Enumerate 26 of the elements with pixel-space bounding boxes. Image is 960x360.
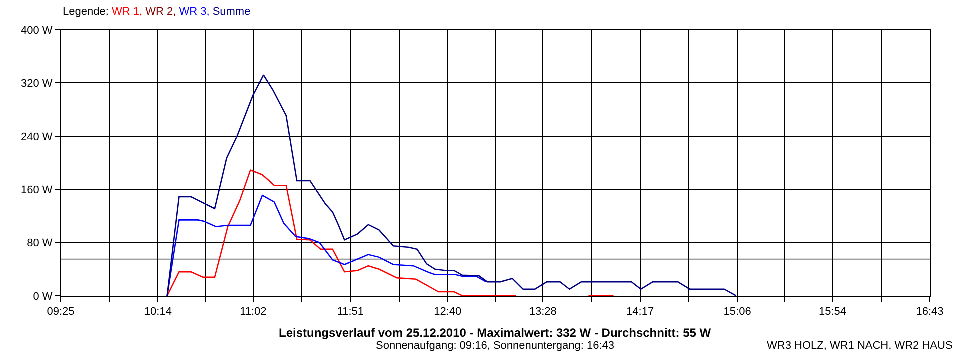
x-tick-label: 11:51 (337, 306, 364, 318)
x-tick-label: 10:14 (144, 306, 172, 318)
legend-title: Legende: (63, 6, 109, 18)
text: WR 3, (179, 6, 210, 18)
text: Summe (212, 6, 251, 18)
x-tick-label: 13:28 (529, 306, 557, 318)
text: WR 1, (112, 6, 142, 18)
text: Sonnenaufgang: 09:16, Sonnenuntergang: 16:43 (376, 340, 615, 352)
x-tick-label: 11:02 (240, 306, 267, 318)
y-tick-label: 240 W (21, 131, 54, 144)
x-tick-label: 09:25 (47, 306, 75, 318)
legend-label: WR 2, (146, 6, 176, 18)
x-tick-label: 12:40 (434, 306, 462, 318)
x-tick-label: 15:06 (724, 306, 752, 318)
x-tick-label: 16:43 (916, 306, 944, 318)
x-tick-label: 15:54 (819, 306, 847, 318)
line-series (166, 74, 738, 296)
text: WR3 HOLZ, WR1 NACH, WR2 HAUS (767, 340, 953, 352)
y-tick-label: 320 W (21, 78, 54, 90)
x-tick-label: 14:17 (626, 306, 654, 318)
y-tick-label: 0 W (33, 290, 54, 303)
y-tick-label: 80 W (27, 238, 54, 250)
text: Leistungsverlauf vom 25.12.2010 - Maximalwert: 332 W - Durchschnitt: 55 W (279, 326, 712, 340)
y-tick-label: 400 W (21, 24, 54, 37)
line-series (166, 194, 488, 296)
y-tick-label: 160 W (21, 184, 54, 196)
